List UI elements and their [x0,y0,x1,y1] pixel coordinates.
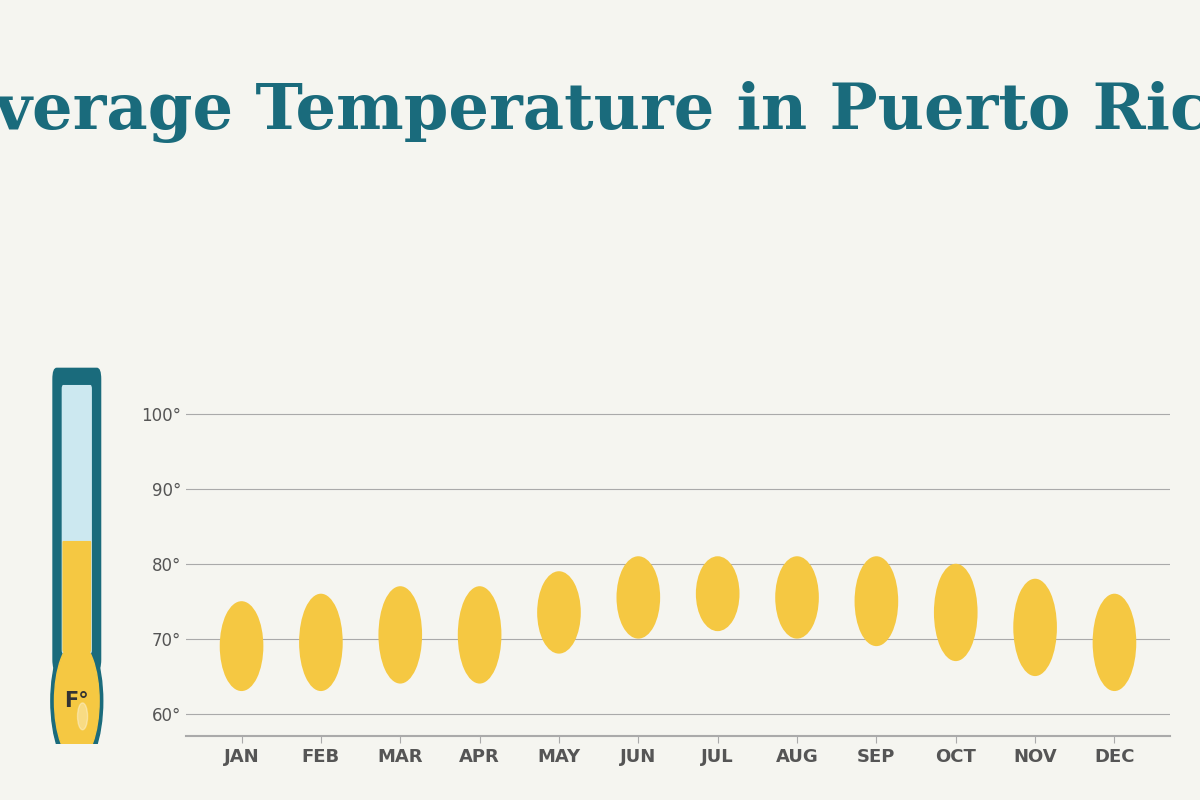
Ellipse shape [538,571,581,654]
FancyBboxPatch shape [62,541,91,652]
Ellipse shape [457,586,502,683]
Ellipse shape [378,586,422,683]
Text: Average Temperature in Puerto Rico: Average Temperature in Puerto Rico [0,81,1200,143]
Ellipse shape [617,556,660,638]
Ellipse shape [1093,594,1136,691]
Ellipse shape [775,556,818,638]
Ellipse shape [220,601,263,691]
Circle shape [50,632,103,770]
Ellipse shape [1013,578,1057,676]
Ellipse shape [934,564,978,661]
Ellipse shape [854,556,899,646]
Ellipse shape [299,594,343,691]
Circle shape [54,642,100,761]
Text: F°: F° [65,691,89,711]
FancyBboxPatch shape [53,368,101,671]
FancyBboxPatch shape [61,385,92,654]
Ellipse shape [696,556,739,631]
Circle shape [78,703,88,730]
